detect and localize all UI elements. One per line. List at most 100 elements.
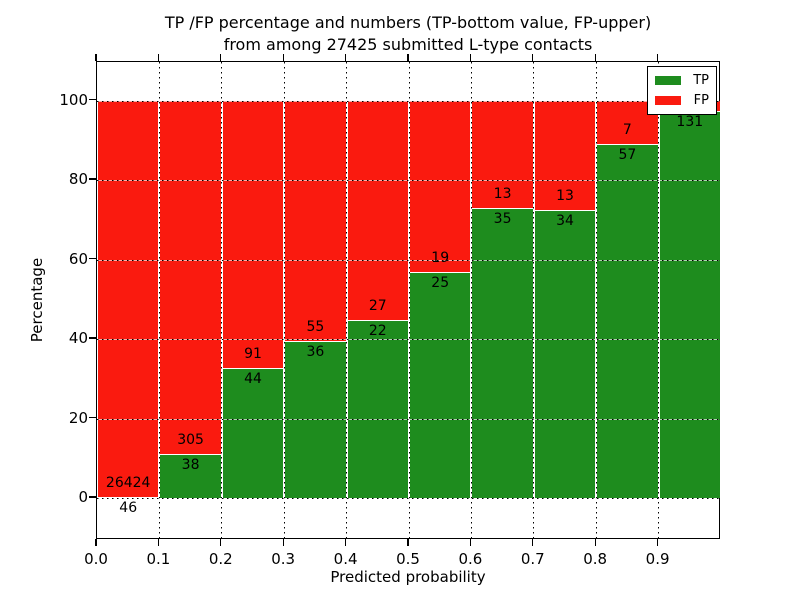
tp-count-label: 57 xyxy=(618,146,637,163)
fp-bar-segment xyxy=(346,100,409,320)
horizontal-gridline xyxy=(97,259,719,261)
y-axis-tick xyxy=(89,496,96,498)
tp-bar-segment xyxy=(658,110,721,498)
tp-count-label: 44 xyxy=(244,371,262,388)
x-axis-top-tick xyxy=(656,54,659,61)
chart-legend: TP FP xyxy=(647,66,717,115)
fp-count-label: 27 xyxy=(368,297,387,314)
x-axis-tick xyxy=(157,539,160,546)
tp-count-label: 36 xyxy=(306,343,325,360)
fp-bar-segment xyxy=(471,100,534,209)
tp-count-label: 22 xyxy=(368,322,387,339)
fp-count-label: 26424 xyxy=(105,475,151,492)
fp-count-label: 19 xyxy=(431,250,450,267)
x-tick-label: 0.2 xyxy=(208,550,233,568)
x-axis-tick xyxy=(95,539,97,546)
fp-bar-segment xyxy=(97,100,160,498)
tp-bar-segment xyxy=(471,208,534,498)
tp-color-swatch xyxy=(655,76,681,86)
x-axis-top-tick xyxy=(95,54,97,61)
horizontal-gridline xyxy=(97,418,719,420)
horizontal-gridline xyxy=(97,100,719,102)
horizontal-gridline xyxy=(97,498,719,499)
x-axis-top-tick xyxy=(469,54,472,61)
fp-bar-segment xyxy=(409,100,472,273)
x-tick-label: 0.6 xyxy=(458,550,483,568)
x-tick-label: 0.8 xyxy=(583,550,608,568)
y-tick-label: 80 xyxy=(68,170,88,188)
tp-bar-segment xyxy=(221,368,285,498)
x-axis-top-tick xyxy=(220,54,222,61)
x-tick-label: 0.0 xyxy=(84,550,108,568)
x-axis-top-tick xyxy=(282,54,284,61)
x-tick-label: 0.4 xyxy=(333,550,358,568)
fp-bar-segment xyxy=(533,100,597,211)
y-axis-tick xyxy=(89,416,96,419)
y-tick-label: 0 xyxy=(78,488,88,506)
tp-count-label: 131 xyxy=(676,113,704,130)
y-axis-tick xyxy=(89,337,96,339)
chart-title-line1: TP /FP percentage and numbers (TP-bottom… xyxy=(164,13,652,32)
x-axis-tick xyxy=(532,539,534,546)
vertical-gridline xyxy=(533,62,535,538)
y-tick-label: 100 xyxy=(59,90,88,109)
x-axis-tick xyxy=(594,539,596,546)
vertical-gridline xyxy=(221,62,223,538)
x-tick-label: 0.7 xyxy=(520,550,545,568)
fp-bar-segment xyxy=(159,100,222,454)
horizontal-gridline xyxy=(97,339,719,340)
fp-count-label: 55 xyxy=(306,318,325,335)
legend-entry-fp: FP xyxy=(655,93,709,108)
x-axis-tick xyxy=(407,539,409,546)
x-axis-top-tick xyxy=(344,54,347,61)
x-axis-tick xyxy=(656,539,659,546)
fp-count-label: 7 xyxy=(622,121,632,138)
fp-bar-segment xyxy=(284,100,347,341)
tp-count-label: 46 xyxy=(119,500,138,517)
legend-entry-tp: TP xyxy=(655,73,709,88)
vertical-gridline xyxy=(595,62,597,538)
chart-title-line2: from among 27425 submitted L-type contac… xyxy=(223,35,593,54)
vertical-gridline xyxy=(283,62,285,538)
tp-bar-segment xyxy=(346,319,409,498)
horizontal-gridline xyxy=(97,180,719,181)
x-axis-label: Predicted probability xyxy=(330,568,486,586)
y-axis-tick xyxy=(89,178,96,180)
x-axis-tick xyxy=(220,539,222,546)
fp-count-label: 13 xyxy=(493,186,512,203)
y-axis-tick xyxy=(89,257,96,260)
fp-count-label: 91 xyxy=(244,346,262,363)
vertical-gridline xyxy=(658,62,660,538)
legend-label-tp: TP xyxy=(693,73,709,89)
vertical-gridline xyxy=(346,62,348,538)
y-tick-label: 20 xyxy=(68,408,88,427)
tp-count-label: 35 xyxy=(493,211,512,228)
vertical-gridline xyxy=(408,62,410,538)
y-axis-tick xyxy=(89,98,96,101)
x-tick-label: 0.1 xyxy=(146,550,171,568)
x-axis-tick xyxy=(344,539,347,546)
fp-color-swatch xyxy=(655,95,681,105)
x-axis-top-tick xyxy=(532,54,534,61)
chart-plot-area: TP FP 26424 46 305 38 91 44 55 36 27 22 19 25 13 35 13 3… xyxy=(96,61,721,539)
tp-count-label: 25 xyxy=(431,275,450,292)
y-tick-label: 60 xyxy=(68,249,88,268)
tp-bar-segment xyxy=(596,143,659,498)
x-axis-tick xyxy=(282,539,284,546)
tp-bar-segment xyxy=(97,497,160,499)
tp-bar-segment xyxy=(409,272,472,498)
fp-count-label: 305 xyxy=(177,431,204,448)
y-tick-label: 40 xyxy=(68,329,88,347)
vertical-gridline xyxy=(158,62,160,538)
vertical-gridline xyxy=(470,62,472,538)
tp-bar-segment xyxy=(533,210,597,498)
x-axis-top-tick xyxy=(157,54,160,61)
x-axis-top-tick xyxy=(594,54,596,61)
tp-bar-segment xyxy=(159,453,222,498)
x-axis-top-tick xyxy=(407,54,409,61)
legend-label-fp: FP xyxy=(693,92,709,108)
x-tick-label: 0.5 xyxy=(396,550,420,568)
tp-count-label: 34 xyxy=(556,213,574,230)
fp-bar-segment xyxy=(221,100,285,369)
